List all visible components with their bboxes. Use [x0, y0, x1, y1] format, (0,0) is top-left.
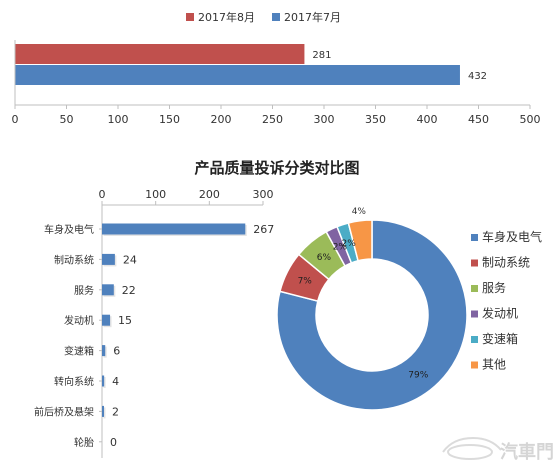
category-value-label: 4: [112, 375, 119, 388]
category-bar: [102, 375, 105, 387]
watermark-text: 汽車門: [500, 441, 554, 463]
donut-legend-swatch: [471, 310, 478, 318]
donut-value-label: 2%: [342, 239, 357, 249]
x-tick-label: 400: [417, 113, 438, 126]
category-label: 制动系统: [54, 253, 94, 266]
donut-legend-swatch: [471, 336, 478, 343]
category-value-label: 6: [113, 345, 120, 358]
donut-value-label: 2%: [333, 243, 348, 253]
top-x-axis: 0 50 100 150 200 250 300 350 400 450 500: [12, 40, 541, 126]
legend-label-aug: 2017年8月: [198, 10, 255, 24]
x-tick-label: 250: [262, 113, 283, 126]
monthly-comparison-chart: 2017年8月 2017年7月 281 432 0 50 100 150 200 250 30…: [12, 10, 541, 126]
top-legend: 2017年8月 2017年7月: [186, 10, 341, 24]
category-bar-shadow: [103, 377, 106, 388]
donut-slice: [276, 219, 468, 411]
car-logo-icon: [442, 436, 502, 453]
category-bars: 267 24 22 15 6 4 2 0: [102, 223, 274, 449]
donut-legend-label: 车身及电气: [482, 229, 542, 244]
x-tick-label: 150: [159, 113, 180, 126]
chart-title: 产品质量投诉分类对比图: [194, 159, 360, 177]
category-bar-chart: 0 100 200 300车身及电气制动系统服务发动机变速箱转向系统前后桥及悬架轮胎 …: [34, 188, 274, 458]
x-tick-label: 350: [365, 113, 386, 126]
category-bar: [102, 223, 246, 235]
category-x-tick-label: 0: [99, 188, 106, 201]
data-label: 432: [468, 71, 487, 82]
top-bars: 281 432: [15, 44, 487, 85]
watermark-logo: 汽車門: [442, 436, 554, 463]
donut-value-label: 7%: [298, 277, 313, 287]
category-value-label: 2: [112, 405, 119, 418]
donut-legend-label: 变速箱: [482, 331, 518, 346]
category-label: 发动机: [64, 314, 94, 327]
x-tick-label: 100: [108, 113, 129, 126]
donut-slices: [276, 219, 468, 411]
legend-swatch-jul: [272, 13, 280, 21]
donut-legend-label: 其他: [482, 358, 506, 372]
category-label: 转向系统: [54, 375, 94, 388]
category-value-label: 24: [123, 253, 137, 266]
category-label: 前后桥及悬架: [34, 405, 94, 418]
donut-labels: 79%7%6%2%2%4%: [298, 207, 429, 381]
x-tick-label: 500: [520, 113, 541, 126]
x-tick-label: 300: [314, 113, 335, 126]
legend-label-jul: 2017年7月: [284, 10, 341, 24]
category-value-label: 15: [118, 314, 132, 327]
donut-slice: [347, 219, 373, 262]
legend-swatch-aug: [186, 13, 194, 21]
donut-legend-swatch: [471, 361, 478, 369]
donut-legend-swatch: [471, 285, 478, 292]
donut-legend-label: 发动机: [482, 306, 518, 321]
category-value-label: 22: [122, 284, 136, 297]
category-x-tick-label: 100: [145, 188, 166, 201]
x-tick-label: 450: [468, 113, 489, 126]
category-label: 轮胎: [74, 436, 94, 449]
category-bar: [102, 284, 114, 296]
bar-2017-08: [15, 44, 305, 64]
category-bar: [102, 405, 104, 417]
donut-legend-label: 制动系统: [482, 256, 530, 270]
category-label: 车身及电气: [44, 223, 94, 236]
donut-legend-swatch: [471, 234, 478, 241]
bar-2017-07: [15, 65, 460, 85]
data-label: 281: [312, 50, 331, 61]
category-label: 变速箱: [64, 345, 94, 358]
category-bar: [102, 314, 111, 326]
x-tick-label: 50: [60, 113, 74, 126]
category-value-label: 0: [110, 436, 117, 449]
category-bar-shadow: [103, 407, 106, 419]
donut-value-label: 4%: [352, 207, 367, 217]
donut-legend-label: 服务: [482, 280, 506, 295]
wheel-icon: [447, 444, 493, 460]
category-label: 服务: [74, 284, 94, 297]
category-bar: [102, 253, 115, 265]
category-x-tick-label: 200: [199, 188, 220, 201]
x-tick-label: 200: [211, 113, 232, 126]
category-x-tick-label: 300: [253, 188, 274, 201]
donut-value-label: 79%: [408, 371, 428, 381]
category-bar: [102, 345, 106, 357]
donut-legend-swatch: [471, 259, 478, 267]
donut-value-label: 6%: [317, 253, 332, 263]
x-tick-label: 0: [12, 113, 19, 126]
category-value-label: 267: [253, 223, 274, 236]
